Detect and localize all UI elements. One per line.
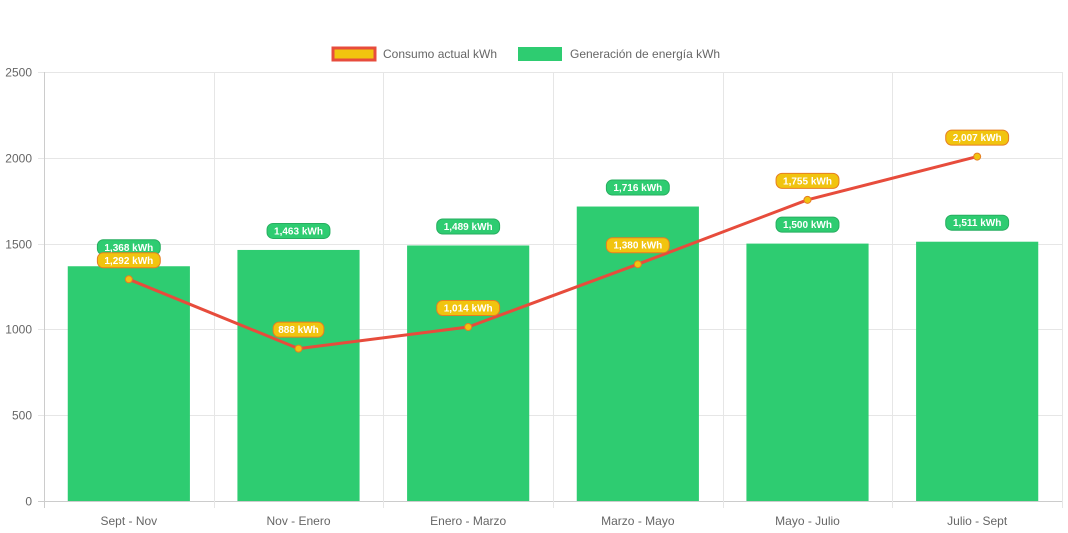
line-data-label-bg bbox=[96, 252, 161, 269]
data-labels: 1,368 kWh 1,463 kWh 1,489 kWh 1,716 kWh 1,50… bbox=[96, 129, 1010, 338]
legend-label-line[interactable]: Consumo actual kWh bbox=[383, 47, 497, 61]
line-data-label: 888 kWh bbox=[278, 325, 319, 336]
x-tick-label: Mayo - Julio bbox=[775, 514, 840, 528]
line-point[interactable] bbox=[294, 344, 303, 353]
legend-swatch-line[interactable] bbox=[331, 46, 377, 62]
legend[interactable]: Consumo actual kWh Generación de energía … bbox=[331, 46, 720, 62]
line-data-label: 1,014 kWh bbox=[444, 303, 493, 314]
bar-data-label-bg bbox=[945, 214, 1010, 231]
line-data-label-bg bbox=[945, 129, 1010, 146]
bar[interactable] bbox=[916, 241, 1039, 501]
line-point[interactable] bbox=[803, 195, 812, 204]
line-data-label-bg bbox=[272, 321, 325, 338]
x-tick-label: Enero - Marzo bbox=[430, 514, 506, 528]
line-data-label: 1,755 kWh bbox=[783, 176, 832, 187]
line-point[interactable] bbox=[633, 260, 642, 269]
line-point[interactable] bbox=[124, 275, 133, 284]
bar[interactable] bbox=[407, 245, 530, 501]
legend-label-bar[interactable]: Generación de energía kWh bbox=[570, 47, 720, 61]
bar-data-label-bg bbox=[605, 179, 670, 196]
line-data-label: 1,292 kWh bbox=[104, 256, 153, 267]
y-tick-label: 2500 bbox=[5, 66, 32, 80]
line-data-label-bg bbox=[605, 237, 670, 254]
axes: 0 500 1000 1500 2000 2500 Sept - Nov Nov - Ener… bbox=[5, 66, 1008, 529]
bar[interactable] bbox=[237, 249, 360, 501]
line-data-label: 2,007 kWh bbox=[953, 133, 1002, 144]
x-tick-label: Marzo - Mayo bbox=[601, 514, 675, 528]
line-series bbox=[124, 152, 982, 353]
y-tick-label: 500 bbox=[12, 409, 32, 423]
bar[interactable] bbox=[576, 206, 699, 501]
y-tick-label: 0 bbox=[25, 495, 32, 509]
line-point[interactable] bbox=[973, 152, 982, 161]
bar-data-label: 1,489 kWh bbox=[444, 222, 493, 233]
line-data-label-bg bbox=[775, 172, 840, 189]
line-data-label: 1,380 kWh bbox=[613, 241, 662, 252]
bar-data-label: 1,463 kWh bbox=[274, 226, 323, 237]
bar-data-label: 1,368 kWh bbox=[104, 243, 153, 254]
bar-data-label: 1,716 kWh bbox=[613, 183, 662, 194]
line-path bbox=[128, 155, 978, 351]
bar-data-label: 1,511 kWh bbox=[953, 218, 1001, 229]
x-tick-label: Sept - Nov bbox=[100, 514, 157, 528]
y-tick-label: 1000 bbox=[5, 323, 32, 337]
y-tick-label: 1500 bbox=[5, 238, 32, 252]
x-tick-label: Nov - Enero bbox=[266, 514, 330, 528]
bar[interactable] bbox=[746, 243, 869, 501]
bar-data-label-bg bbox=[266, 222, 331, 239]
bar-series bbox=[67, 206, 1039, 501]
legend-swatch-bar[interactable] bbox=[518, 47, 562, 61]
bar-data-label: 1,500 kWh bbox=[783, 220, 832, 231]
line-point[interactable] bbox=[464, 322, 473, 331]
x-tick-label: Julio - Sept bbox=[947, 514, 1008, 528]
line-data-label-bg bbox=[436, 299, 501, 316]
y-tick-label: 2000 bbox=[5, 152, 32, 166]
bar-data-label-bg bbox=[775, 216, 840, 233]
bar[interactable] bbox=[67, 266, 190, 501]
bar-data-label-bg bbox=[436, 218, 501, 235]
grid bbox=[38, 72, 1063, 508]
